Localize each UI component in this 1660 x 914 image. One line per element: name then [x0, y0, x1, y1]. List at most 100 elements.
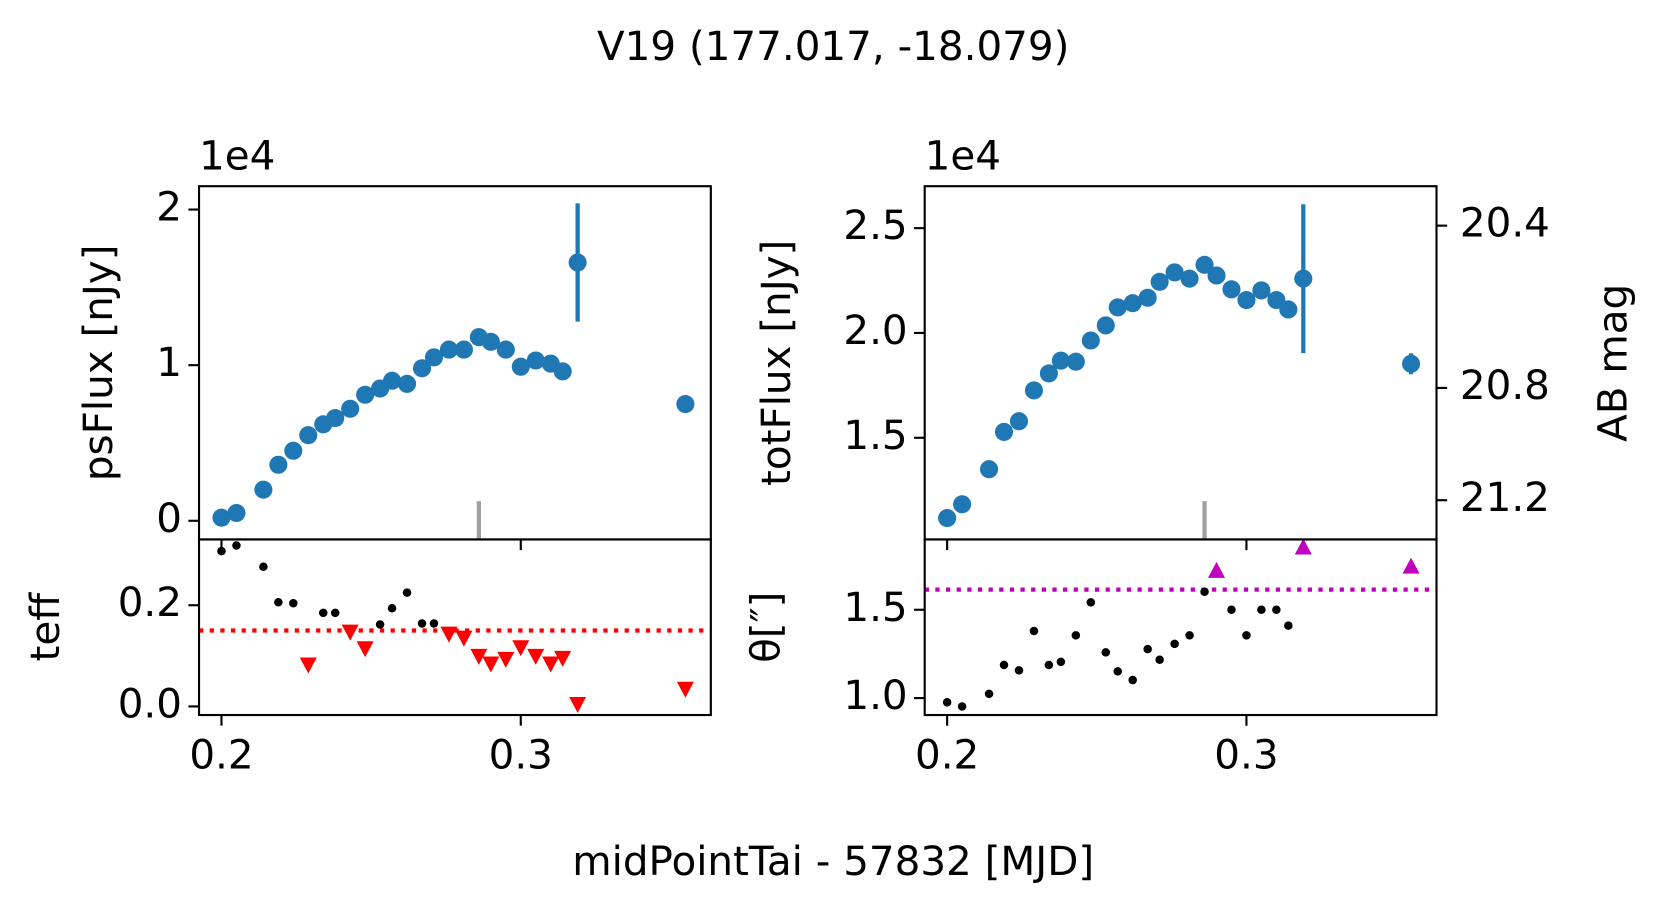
- point: [569, 696, 587, 713]
- point: [259, 562, 268, 572]
- y-tick-label: 0.0: [118, 679, 182, 727]
- point: [1208, 561, 1226, 578]
- point: [1066, 352, 1085, 371]
- x-tick-label: 0.2: [189, 731, 253, 779]
- point: [1294, 538, 1312, 555]
- y2-tick-label: 20.8: [1460, 361, 1550, 409]
- point: [994, 422, 1014, 441]
- point: [1200, 587, 1209, 596]
- point: [1014, 666, 1024, 675]
- y-tick-label: 0.2: [118, 578, 182, 626]
- point: [1044, 660, 1054, 670]
- point: [1279, 300, 1298, 319]
- point: [341, 624, 359, 641]
- point: [957, 702, 967, 711]
- point: [938, 509, 957, 528]
- point: [1294, 269, 1313, 288]
- point: [429, 619, 439, 628]
- x-tick-label: 0.3: [1214, 731, 1278, 779]
- point: [1039, 364, 1058, 383]
- y-axis-label: θ[″]: [741, 592, 789, 663]
- point: [980, 460, 999, 479]
- axes-frame: [923, 185, 1438, 541]
- point: [1284, 621, 1293, 630]
- point: [402, 588, 412, 597]
- point: [1180, 269, 1199, 288]
- point: [217, 546, 226, 556]
- point: [318, 608, 328, 618]
- y-tick-label: 1.5: [843, 583, 907, 631]
- point: [1143, 644, 1152, 654]
- y2-axis-label: AB mag: [1588, 284, 1636, 442]
- point: [232, 541, 241, 550]
- point: [999, 660, 1009, 670]
- point: [341, 399, 360, 418]
- point: [512, 640, 530, 657]
- point: [527, 648, 545, 665]
- point: [568, 253, 587, 272]
- point: [439, 340, 458, 359]
- point: [511, 357, 530, 376]
- point: [1009, 412, 1029, 431]
- point: [496, 340, 515, 359]
- point: [299, 426, 318, 445]
- point: [284, 441, 303, 460]
- point: [1170, 639, 1179, 649]
- point: [1252, 281, 1271, 300]
- point: [254, 480, 273, 499]
- x-tick-label: 0.2: [915, 731, 979, 779]
- y-axis-label: teff: [21, 592, 69, 662]
- point: [1138, 288, 1157, 307]
- point: [375, 620, 385, 629]
- point: [526, 351, 545, 370]
- point: [1165, 263, 1184, 282]
- point: [1081, 331, 1100, 350]
- point: [424, 348, 444, 367]
- axes-frame: [197, 185, 712, 541]
- point: [326, 409, 345, 428]
- point: [542, 656, 560, 673]
- point: [454, 340, 473, 359]
- point: [330, 608, 340, 618]
- point: [1029, 626, 1039, 636]
- point: [1101, 648, 1111, 657]
- y-tick-label: 2: [156, 183, 182, 231]
- point: [1242, 631, 1251, 640]
- offset-label: 1e4: [925, 132, 1001, 180]
- y-tick-label: 2.5: [843, 201, 907, 249]
- point: [417, 619, 427, 628]
- point: [383, 371, 402, 390]
- point: [1056, 657, 1066, 667]
- point: [1222, 280, 1241, 299]
- point: [1402, 354, 1421, 373]
- point: [984, 689, 994, 699]
- point: [953, 495, 972, 514]
- point: [1207, 266, 1226, 285]
- y-axis-label: psFlux [nJy]: [74, 245, 122, 482]
- point: [440, 626, 458, 643]
- y2-tick-label: 21.2: [1460, 473, 1550, 521]
- point: [1150, 272, 1169, 291]
- point: [481, 332, 500, 351]
- point: [289, 598, 298, 608]
- point: [1195, 255, 1214, 274]
- figure-title: V19 (177.017, -18.079): [597, 22, 1069, 70]
- point: [1185, 631, 1194, 640]
- x-tick-label: 0.3: [489, 731, 553, 779]
- point: [212, 508, 231, 527]
- point: [1128, 675, 1137, 685]
- point: [1272, 605, 1281, 615]
- y-tick-label: 2.0: [843, 306, 907, 354]
- y-tick-label: 1.5: [843, 411, 907, 459]
- point: [1096, 316, 1115, 335]
- point: [1071, 631, 1081, 640]
- point: [1237, 290, 1256, 310]
- point: [299, 657, 317, 674]
- y-tick-label: 1.0: [843, 671, 907, 719]
- point: [1024, 381, 1043, 400]
- y2-tick-label: 20.4: [1460, 199, 1550, 247]
- point: [1155, 655, 1164, 664]
- point: [1257, 605, 1266, 615]
- point: [497, 651, 515, 668]
- point: [356, 385, 375, 404]
